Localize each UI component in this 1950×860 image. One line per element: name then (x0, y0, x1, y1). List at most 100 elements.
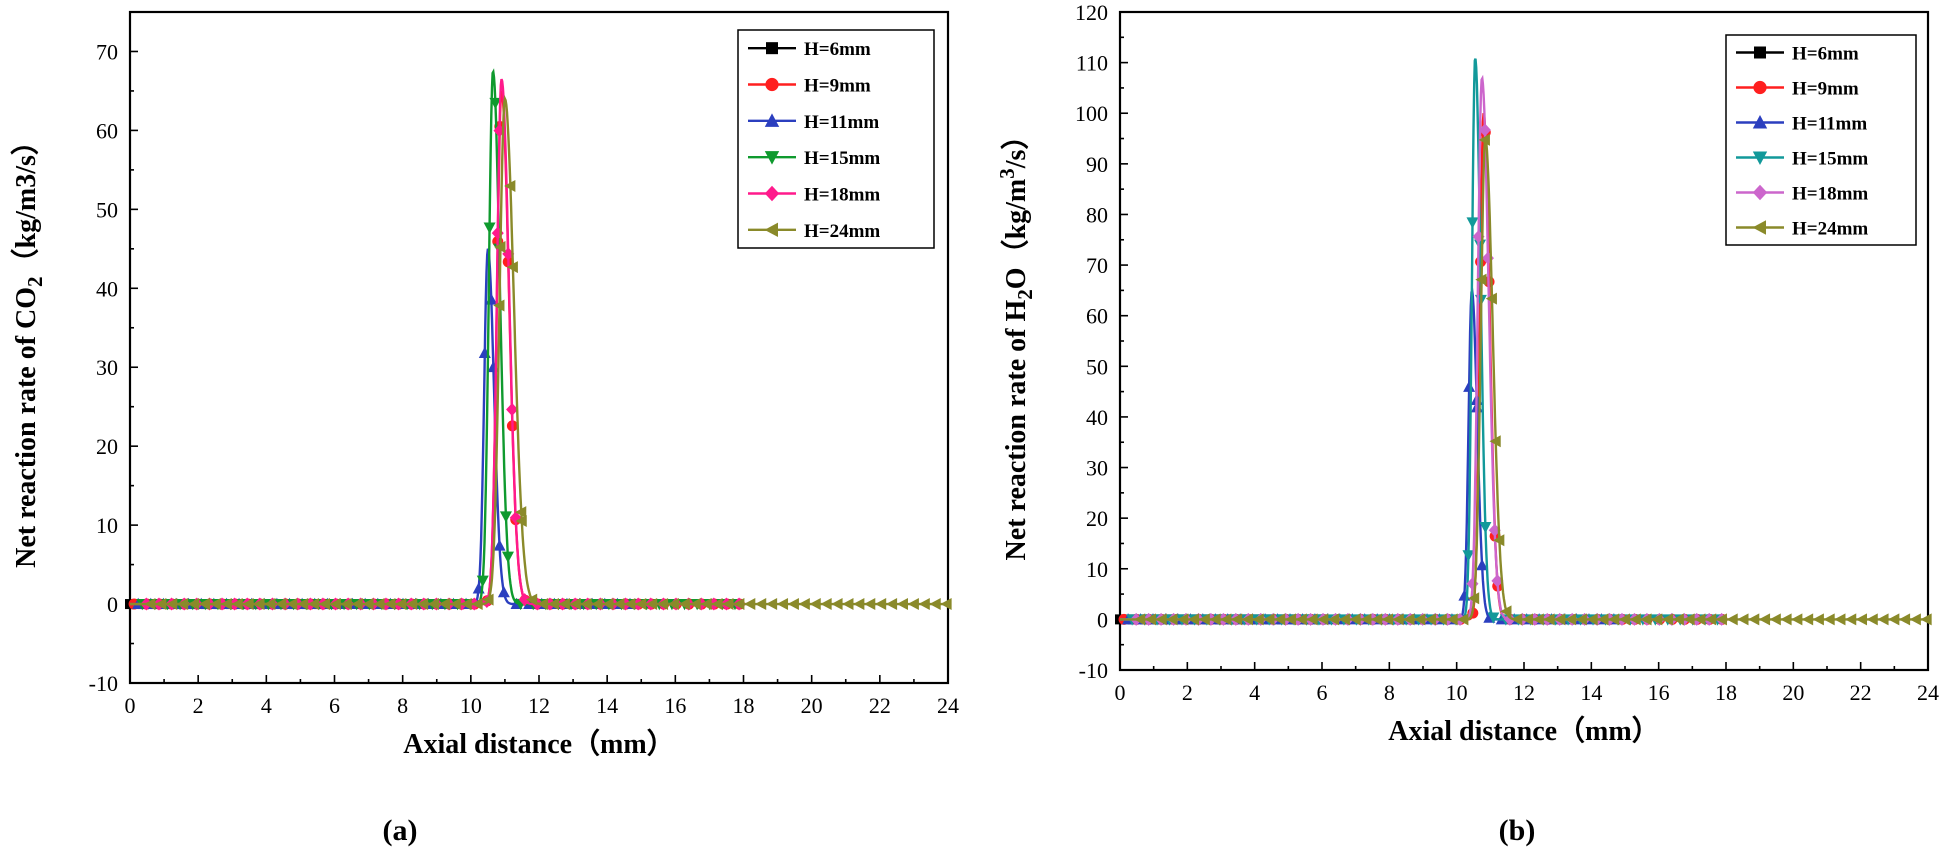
legend-marker (764, 113, 780, 127)
series-h-24mm (1120, 133, 1932, 626)
legend: H=6mm H=9mm H=11mm H=15mm H=18mm H=24mm (737, 29, 935, 249)
series-marker (1446, 613, 1458, 626)
y-tick-label: 110 (1076, 51, 1108, 76)
series-marker (329, 598, 341, 611)
x-tick-label: 22 (1850, 680, 1872, 705)
series-marker (506, 403, 519, 417)
x-tick-label: 24 (937, 693, 959, 718)
series-marker (1888, 613, 1900, 626)
series-marker (1575, 613, 1587, 626)
series-marker (1493, 534, 1505, 547)
series-marker (1834, 613, 1846, 626)
x-tick-label: 12 (528, 693, 550, 718)
series-marker (489, 97, 502, 110)
series-marker (1349, 613, 1361, 626)
x-tick-label: 4 (1249, 680, 1260, 705)
series-marker (493, 299, 505, 312)
series-marker (209, 598, 221, 611)
series-marker (1478, 133, 1490, 146)
series-marker (1263, 613, 1275, 626)
series-marker (1475, 273, 1487, 286)
series-marker (1327, 613, 1340, 626)
series-marker (155, 598, 167, 611)
legend-label: H=18mm (804, 185, 880, 206)
x-tick-label: 18 (733, 693, 755, 718)
legend-marker (766, 42, 778, 55)
series-marker (1737, 613, 1749, 626)
series-marker (501, 551, 514, 563)
series-marker (907, 598, 919, 611)
series-marker (1521, 613, 1534, 626)
series-marker (1791, 613, 1803, 626)
series-marker (1920, 613, 1932, 626)
series-marker (1823, 613, 1835, 626)
legend-label: H=6mm (1792, 44, 1859, 65)
y-axis-title: Net reaction rate of H2O（kg/m3/s） (995, 122, 1037, 561)
series-marker (1476, 559, 1489, 571)
series-h-18mm (130, 78, 746, 611)
series-marker (765, 598, 778, 611)
y-tick-label: 50 (1086, 354, 1108, 379)
legend-box (737, 29, 935, 249)
y-tick-label: 90 (1086, 152, 1108, 177)
series-marker (482, 593, 494, 606)
series-marker (307, 598, 320, 611)
series-marker (1661, 613, 1674, 626)
series-marker (1554, 613, 1566, 626)
series-marker (166, 598, 178, 611)
x-tick-label: 14 (596, 693, 618, 718)
series-marker (1220, 613, 1232, 626)
series-line (1120, 74, 1726, 621)
series-line (130, 68, 744, 606)
series-marker (1338, 613, 1350, 626)
series-line (130, 90, 744, 606)
y-tick-label: 60 (96, 118, 118, 143)
series-marker (1491, 574, 1504, 588)
series-h-11mm (1120, 287, 1625, 625)
series-marker (591, 598, 603, 611)
series-marker (1758, 613, 1771, 626)
series-marker (1909, 613, 1921, 626)
series-marker (918, 598, 930, 611)
series-marker (253, 598, 265, 611)
series-marker (667, 598, 679, 611)
legend-item: H=11mm (1736, 114, 1867, 135)
series-marker (787, 598, 799, 611)
series-marker (506, 261, 518, 274)
legend-marker (1753, 80, 1767, 95)
y-tick-label: 70 (96, 39, 118, 64)
series-marker (1618, 613, 1630, 626)
y-tick-label: 40 (1086, 405, 1108, 430)
series-marker (1306, 613, 1318, 626)
x-tick-label: 24 (1917, 680, 1939, 705)
series-marker (1511, 613, 1523, 626)
legend-item: H=15mm (748, 148, 880, 169)
y-axis-title: Net reaction rate of CO2（kg/m3/s） (9, 127, 47, 568)
y-axis-title-part: Net reaction rate of H (1001, 300, 1032, 561)
panel-label: (a) (383, 814, 418, 847)
series-marker (362, 598, 374, 611)
series-marker (518, 593, 531, 607)
series-marker (885, 598, 898, 611)
series-marker (1144, 613, 1156, 626)
series-marker (1187, 613, 1200, 626)
series-marker (1694, 613, 1706, 626)
series-marker (449, 598, 461, 611)
series-marker (1360, 613, 1372, 626)
x-tick-label: 18 (1715, 680, 1737, 705)
legend-label: H=15mm (1792, 149, 1868, 170)
series-marker (285, 598, 298, 611)
x-tick-label: 14 (1580, 680, 1602, 705)
series-marker (1479, 521, 1492, 534)
series-marker (1403, 613, 1415, 626)
series-h-11mm (130, 248, 642, 610)
y-axis-title-part: （kg/m (999, 179, 1032, 268)
x-tick-label: 6 (329, 693, 340, 718)
series-marker (1640, 613, 1652, 626)
series-marker (318, 598, 330, 611)
x-tick-label: 0 (125, 693, 136, 718)
x-tick-label: 2 (1182, 680, 1193, 705)
series-marker (1462, 550, 1475, 562)
legend-item: H=18mm (748, 185, 880, 206)
series-marker (1500, 605, 1512, 618)
